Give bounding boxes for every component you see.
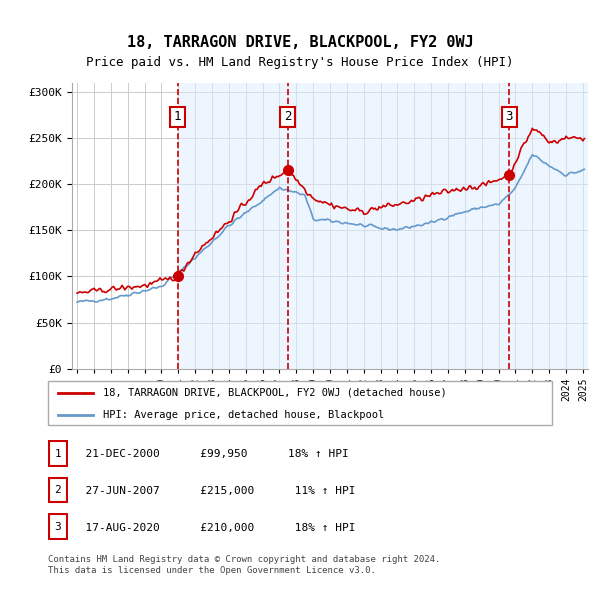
Text: 2: 2 — [55, 485, 61, 495]
FancyBboxPatch shape — [49, 514, 67, 539]
Bar — [509, 83, 592, 369]
Text: 3: 3 — [506, 110, 513, 123]
Text: 1: 1 — [55, 448, 61, 458]
Text: 21-DEC-2000      £99,950      18% ↑ HPI: 21-DEC-2000 £99,950 18% ↑ HPI — [72, 450, 349, 460]
Text: Contains HM Land Registry data © Crown copyright and database right 2024.
This d: Contains HM Land Registry data © Crown c… — [48, 555, 440, 575]
FancyBboxPatch shape — [48, 381, 552, 425]
Bar — [287, 83, 509, 369]
Text: 3: 3 — [55, 522, 61, 532]
Text: 18, TARRAGON DRIVE, BLACKPOOL, FY2 0WJ: 18, TARRAGON DRIVE, BLACKPOOL, FY2 0WJ — [127, 35, 473, 50]
Text: 18, TARRAGON DRIVE, BLACKPOOL, FY2 0WJ (detached house): 18, TARRAGON DRIVE, BLACKPOOL, FY2 0WJ (… — [103, 388, 447, 398]
Text: 27-JUN-2007      £215,000      11% ↑ HPI: 27-JUN-2007 £215,000 11% ↑ HPI — [72, 486, 355, 496]
FancyBboxPatch shape — [49, 478, 67, 503]
Bar — [178, 83, 287, 369]
Text: HPI: Average price, detached house, Blackpool: HPI: Average price, detached house, Blac… — [103, 410, 385, 420]
FancyBboxPatch shape — [49, 441, 67, 466]
Text: Price paid vs. HM Land Registry's House Price Index (HPI): Price paid vs. HM Land Registry's House … — [86, 56, 514, 69]
Bar — [509, 83, 592, 369]
Text: 1: 1 — [174, 110, 181, 123]
Text: 17-AUG-2020      £210,000      18% ↑ HPI: 17-AUG-2020 £210,000 18% ↑ HPI — [72, 523, 355, 533]
Text: 2: 2 — [284, 110, 292, 123]
